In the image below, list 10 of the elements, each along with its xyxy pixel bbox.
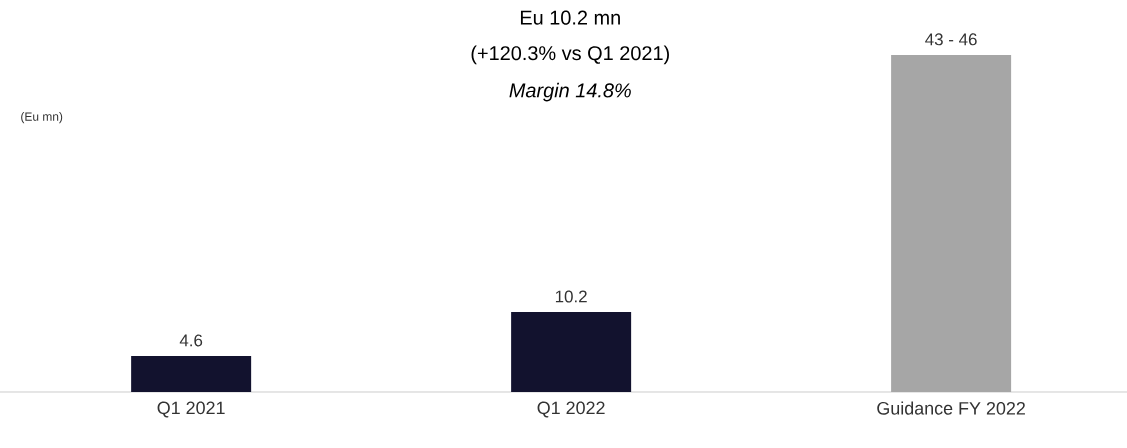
data-label: 4.6 (179, 334, 203, 347)
data-label: 10.2 (555, 290, 587, 303)
annotation: (+120.3% vs Q1 2021) (471, 45, 669, 65)
x-tick-label: Q1 2021 (157, 401, 225, 418)
x-tick-label: Q1 2022 (537, 401, 605, 418)
annotation: Margin 14.8% (509, 82, 631, 102)
x-tick-label: Guidance FY 2022 (877, 401, 1025, 415)
data-label: 43 - 46 (925, 33, 977, 46)
text: Eu 10.2 mn (520, 10, 620, 25)
y-axis-title: (Eu mn) (21, 112, 63, 124)
